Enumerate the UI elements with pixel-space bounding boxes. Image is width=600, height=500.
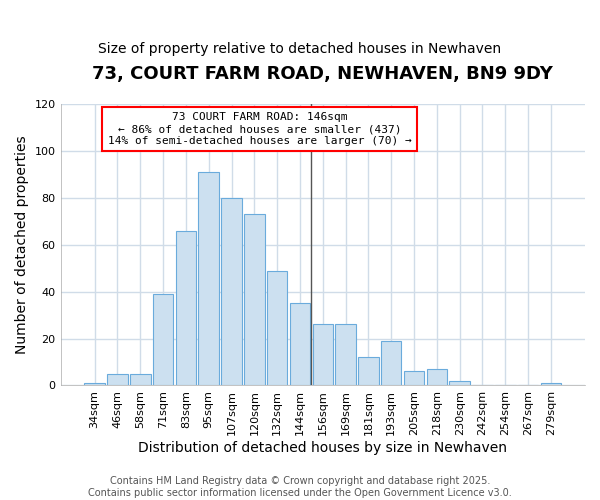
Bar	[358, 358, 379, 386]
Bar	[541, 383, 561, 386]
Bar	[153, 294, 173, 386]
Text: Size of property relative to detached houses in Newhaven: Size of property relative to detached ho…	[98, 42, 502, 56]
Bar	[449, 381, 470, 386]
Bar	[130, 374, 151, 386]
Bar	[221, 198, 242, 386]
Y-axis label: Number of detached properties: Number of detached properties	[15, 136, 29, 354]
Text: 73 COURT FARM ROAD: 146sqm
← 86% of detached houses are smaller (437)
14% of sem: 73 COURT FARM ROAD: 146sqm ← 86% of deta…	[108, 112, 412, 146]
Bar	[313, 324, 333, 386]
Bar	[85, 383, 105, 386]
Bar	[176, 230, 196, 386]
Text: Contains HM Land Registry data © Crown copyright and database right 2025.
Contai: Contains HM Land Registry data © Crown c…	[88, 476, 512, 498]
Bar	[244, 214, 265, 386]
Bar	[290, 304, 310, 386]
Bar	[267, 270, 287, 386]
X-axis label: Distribution of detached houses by size in Newhaven: Distribution of detached houses by size …	[138, 441, 507, 455]
Bar	[404, 372, 424, 386]
Title: 73, COURT FARM ROAD, NEWHAVEN, BN9 9DY: 73, COURT FARM ROAD, NEWHAVEN, BN9 9DY	[92, 65, 553, 83]
Bar	[381, 341, 401, 386]
Bar	[107, 374, 128, 386]
Bar	[427, 369, 447, 386]
Bar	[335, 324, 356, 386]
Bar	[199, 172, 219, 386]
